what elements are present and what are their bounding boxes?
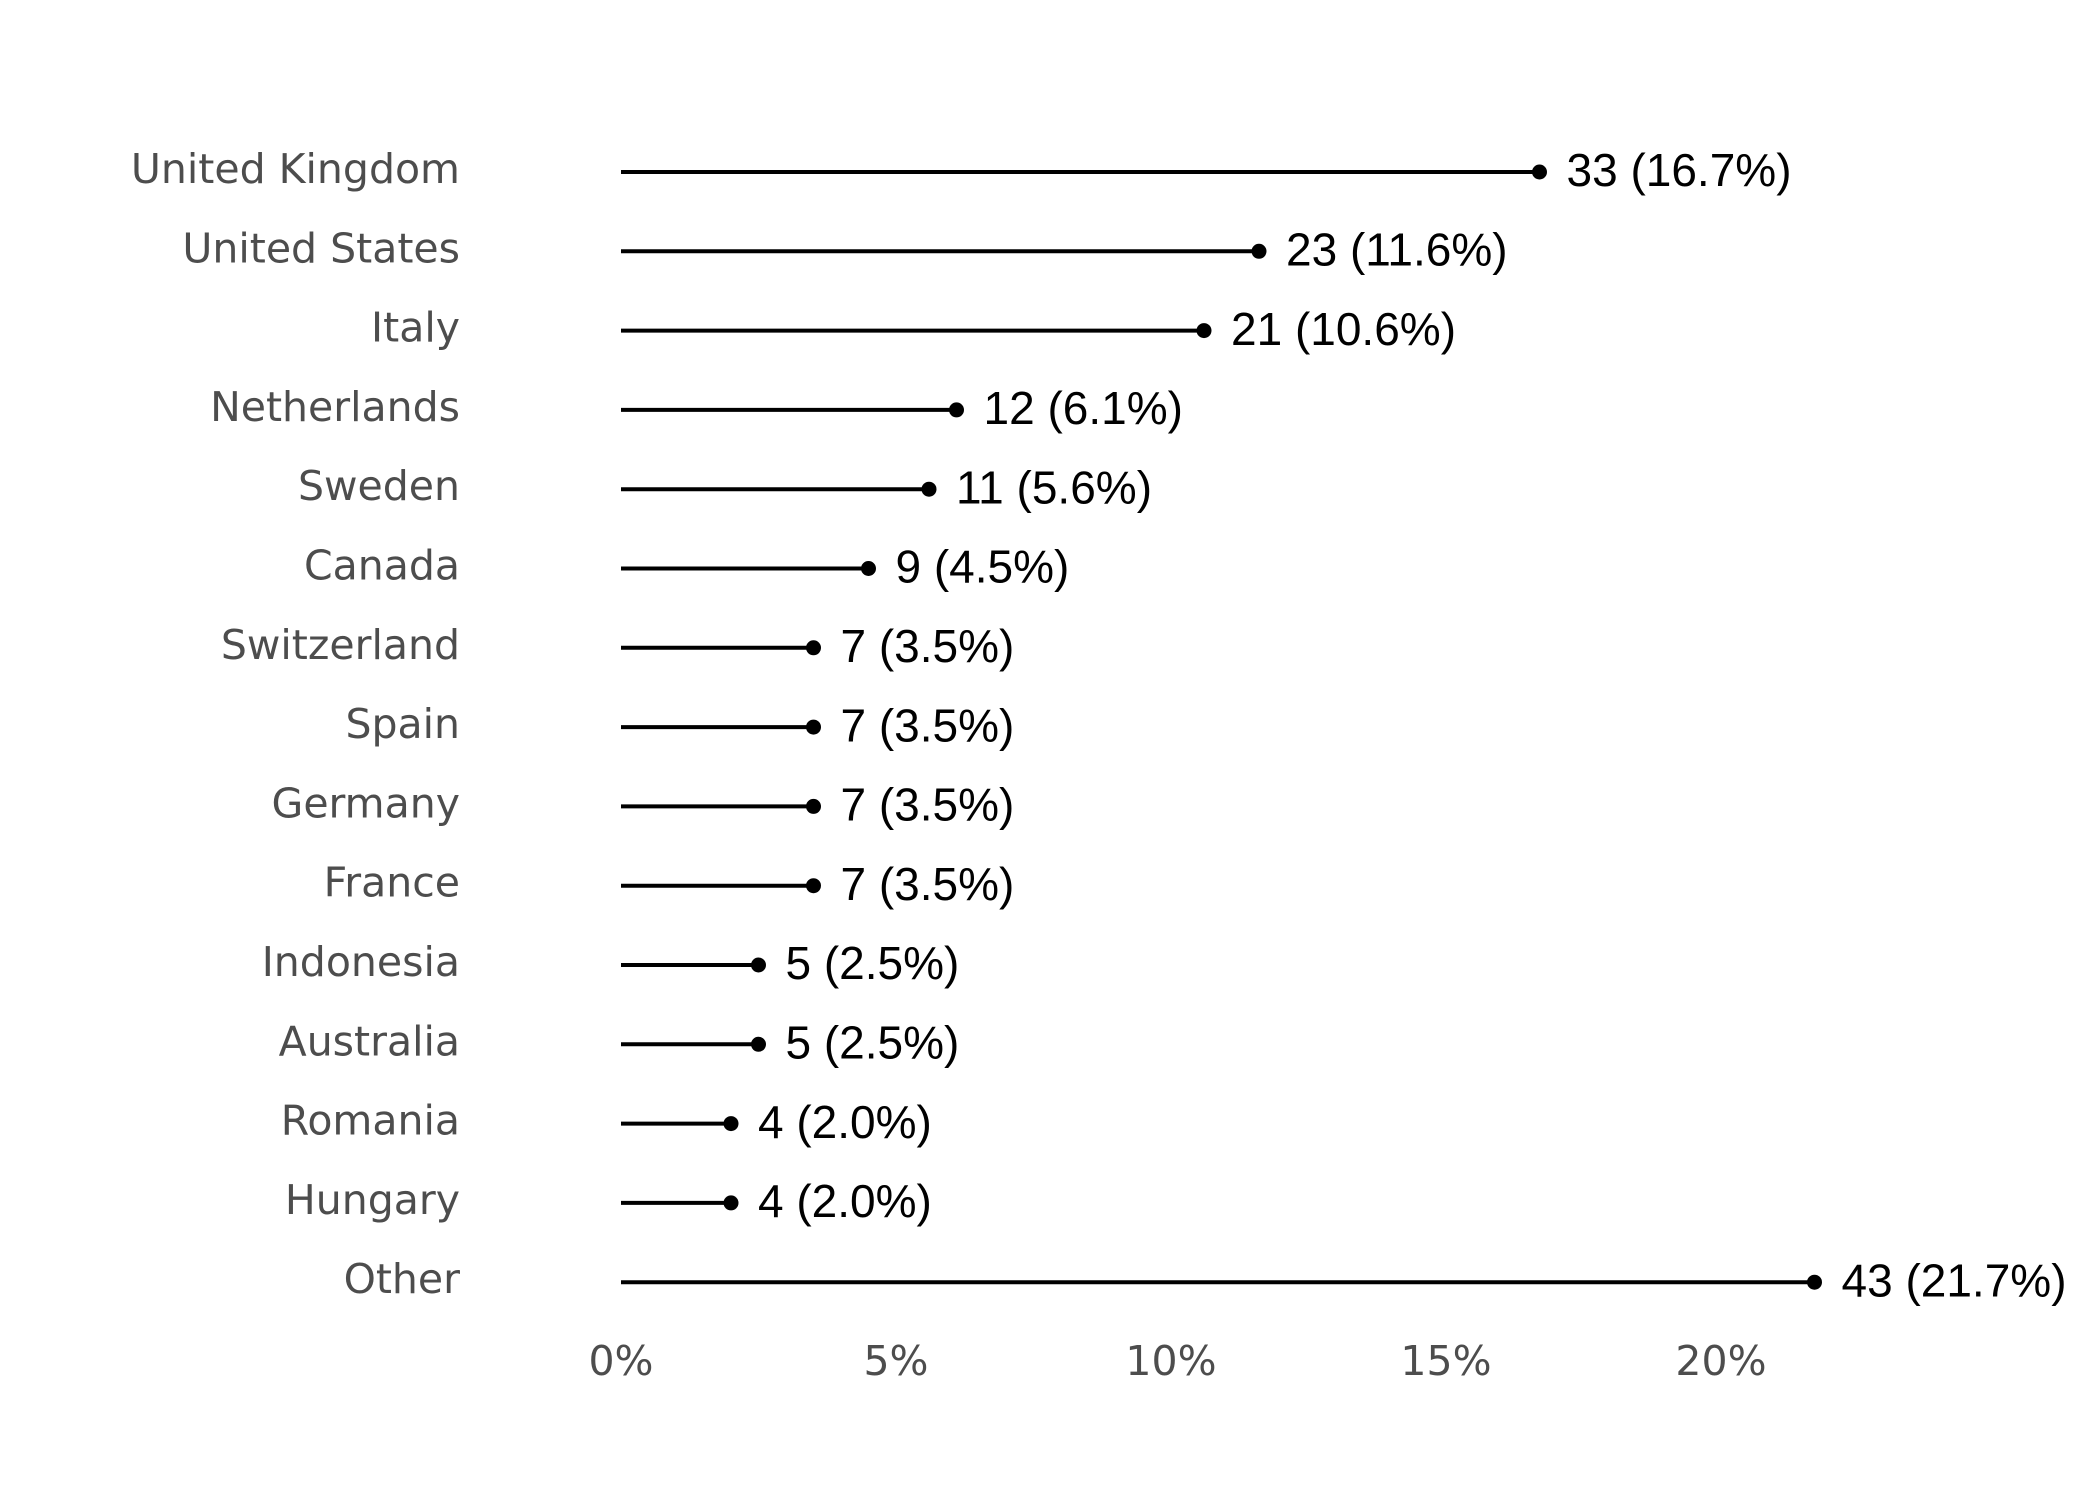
category-label-united-kingdom: United Kingdom (131, 145, 460, 193)
dot-united-states (1251, 243, 1267, 259)
dot-canada (861, 561, 876, 576)
dot-united-kingdom (1532, 164, 1547, 180)
data-label-romania: 4 (2.0%) (758, 1096, 932, 1148)
data-label-canada: 9 (4.5%) (896, 541, 1070, 593)
dot-france (806, 878, 821, 894)
category-label-netherlands: Netherlands (210, 383, 460, 431)
category-label-canada: Canada (304, 542, 460, 590)
category-label-other: Other (344, 1255, 461, 1303)
data-label-sweden: 11 (5.6%) (956, 461, 1152, 513)
x-axis-ticks: 0% 5% 10% 15% 20% (588, 1337, 1766, 1385)
data-label-switzerland: 7 (3.5%) (841, 620, 1015, 672)
x-tick-label-15: 15% (1400, 1337, 1491, 1385)
dot-hungary (723, 1195, 739, 1211)
data-label-hungary: 4 (2.0%) (758, 1175, 932, 1227)
x-tick-label-10: 10% (1125, 1337, 1216, 1385)
x-tick-label-0: 0% (588, 1337, 653, 1385)
category-label-indonesia: Indonesia (262, 938, 460, 986)
category-label-france: France (324, 859, 460, 907)
category-label-australia: Australia (279, 1017, 460, 1065)
data-label-france: 7 (3.5%) (841, 858, 1015, 910)
category-label-romania: Romania (281, 1097, 460, 1145)
dot-australia (751, 1036, 766, 1052)
data-labels: 33 (16.7%) 23 (11.6%) 21 (10.6%) 12 (6.1%) 1… (758, 144, 2067, 1306)
category-label-switzerland: Switzerland (221, 621, 460, 669)
data-label-australia: 5 (2.5%) (786, 1016, 960, 1068)
category-label-spain: Spain (345, 700, 460, 748)
dot-indonesia (751, 957, 766, 973)
category-label-hungary: Hungary (285, 1176, 460, 1224)
category-label-germany: Germany (272, 779, 460, 827)
data-label-italy: 21 (10.6%) (1231, 303, 1456, 355)
data-label-germany: 7 (3.5%) (841, 779, 1015, 831)
dot-spain (806, 719, 821, 735)
dot-italy (1196, 323, 1212, 339)
data-label-spain: 7 (3.5%) (841, 699, 1015, 751)
data-label-united-states: 23 (11.6%) (1286, 223, 1508, 275)
dot-germany (806, 798, 821, 814)
data-label-other: 43 (21.7%) (1842, 1254, 2067, 1306)
dot-other (1807, 1274, 1822, 1290)
data-label-indonesia: 5 (2.5%) (786, 937, 960, 989)
dot-romania (723, 1116, 739, 1132)
category-label-united-states: United States (182, 224, 460, 272)
dot-netherlands (949, 402, 964, 418)
category-label-italy: Italy (371, 304, 460, 352)
lollipop-dots (723, 164, 1822, 1290)
data-label-netherlands: 12 (6.1%) (984, 382, 1183, 434)
x-tick-label-5: 5% (863, 1337, 928, 1385)
category-labels: United Kingdom United States Italy Netherla… (131, 145, 460, 1303)
category-label-sweden: Sweden (298, 462, 460, 510)
dot-switzerland (806, 640, 821, 656)
data-label-united-kingdom: 33 (16.7%) (1567, 144, 1792, 196)
dot-sweden (921, 481, 937, 497)
lollipop-stems (621, 170, 1815, 1285)
x-tick-label-20: 20% (1675, 1337, 1766, 1385)
